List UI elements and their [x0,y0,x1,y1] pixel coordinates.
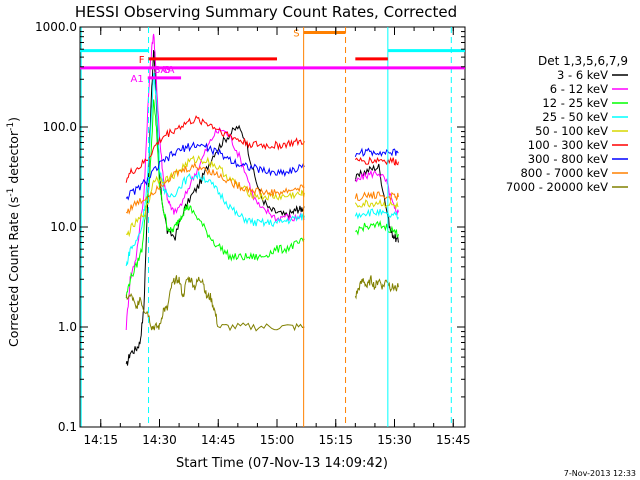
y-axis-label-sup2: -1 [6,122,16,131]
series-line-6-12-kev [125,33,305,331]
y-tick-label: 10.0 [50,220,77,234]
x-tick-label: 15:00 [260,433,295,447]
series-line-100-300-kev-segment-2 [354,156,399,166]
legend-entry-label: 25 - 50 keV [542,110,608,124]
y-axis-label-main: Corrected Count Rate (s [6,197,21,347]
y-axis-label-end: ) [6,117,21,122]
chart-title: HESSI Observing Summary Count Rates, Cor… [75,3,457,21]
legend-entry-label: 300 - 800 keV [528,152,608,166]
legend-entry-label: 7000 - 20000 keV [506,180,608,194]
legend-entry-label: 50 - 100 keV [535,124,608,138]
x-tick-label: 14:30 [142,433,177,447]
flag-label: A1 [131,74,144,85]
legend-entry-label: 6 - 12 keV [550,82,608,96]
series-line-100-300-kev [125,115,305,183]
y-axis-label: Corrected Count Rate (s-1 detector-1) [6,117,21,347]
x-axis-label: Start Time (07-Nov-13 14:09:42) [176,456,388,471]
y-tick-label: 1000.0 [35,20,77,34]
y-tick-label: 100.0 [43,120,77,134]
legend-entry-label: 100 - 300 keV [528,138,608,152]
series-line-800-7000-kev-segment-2 [354,191,399,202]
legend-entry-label: 3 - 6 keV [557,68,608,82]
footer-date: 7-Nov-2013 12:33 [564,469,636,478]
series-line-7000-20000-kev [125,275,305,332]
x-tick-label: 14:45 [201,433,236,447]
y-ticks: 0.1 1.0 10.0 100.0 1000.0 [35,20,465,434]
flag-label: F [139,55,145,66]
x-ticks: 14:15 14:30 14:45 15:00 15:15 15:30 15:45 [83,27,471,447]
series-line-25-50-kev-segment-2 [354,208,399,221]
series-line-7000-20000-kev-segment-2 [354,275,399,300]
legend-entry-label: 12 - 25 keV [542,96,608,110]
x-tick-label: 15:30 [377,433,412,447]
series-line-300-800-kev-segment-2 [354,147,399,158]
legend-title: Det 1,3,5,6,7,9 [538,54,628,68]
y-tick-label: 1.0 [58,320,77,334]
series-line-6-12-kev-segment-2 [354,169,399,216]
marker-layer [80,27,452,427]
y-axis-label-sup1: -1 [6,188,16,197]
series-line-800-7000-kev [125,161,305,215]
flag-label: S [293,29,299,40]
x-tick-label: 14:15 [83,433,118,447]
series-line-3-6-kev-segment-2 [354,163,399,243]
y-axis-label-mid: detector [6,130,21,188]
series-line-50-100-kev [125,154,305,238]
legend-entry-label: 800 - 7000 keV [520,166,608,180]
plot-frame [79,26,466,428]
x-tick-label: 15:15 [318,433,353,447]
series-line-12-25-kev-segment-2 [355,219,399,238]
series-line-50-100-kev-segment-2 [354,198,399,209]
series-layer [125,33,399,366]
svg-text:Corrected Count Rate (s-1 dete: Corrected Count Rate (s-1 detector-1) [6,117,21,347]
x-tick-label: 15:45 [436,433,471,447]
flag-label-extra: G [163,65,171,76]
flag-label-extra: SAA [154,65,175,76]
series-line-300-800-kev [125,141,305,201]
series-line-12-25-kev [125,99,305,299]
y-tick-label: 0.1 [58,420,77,434]
